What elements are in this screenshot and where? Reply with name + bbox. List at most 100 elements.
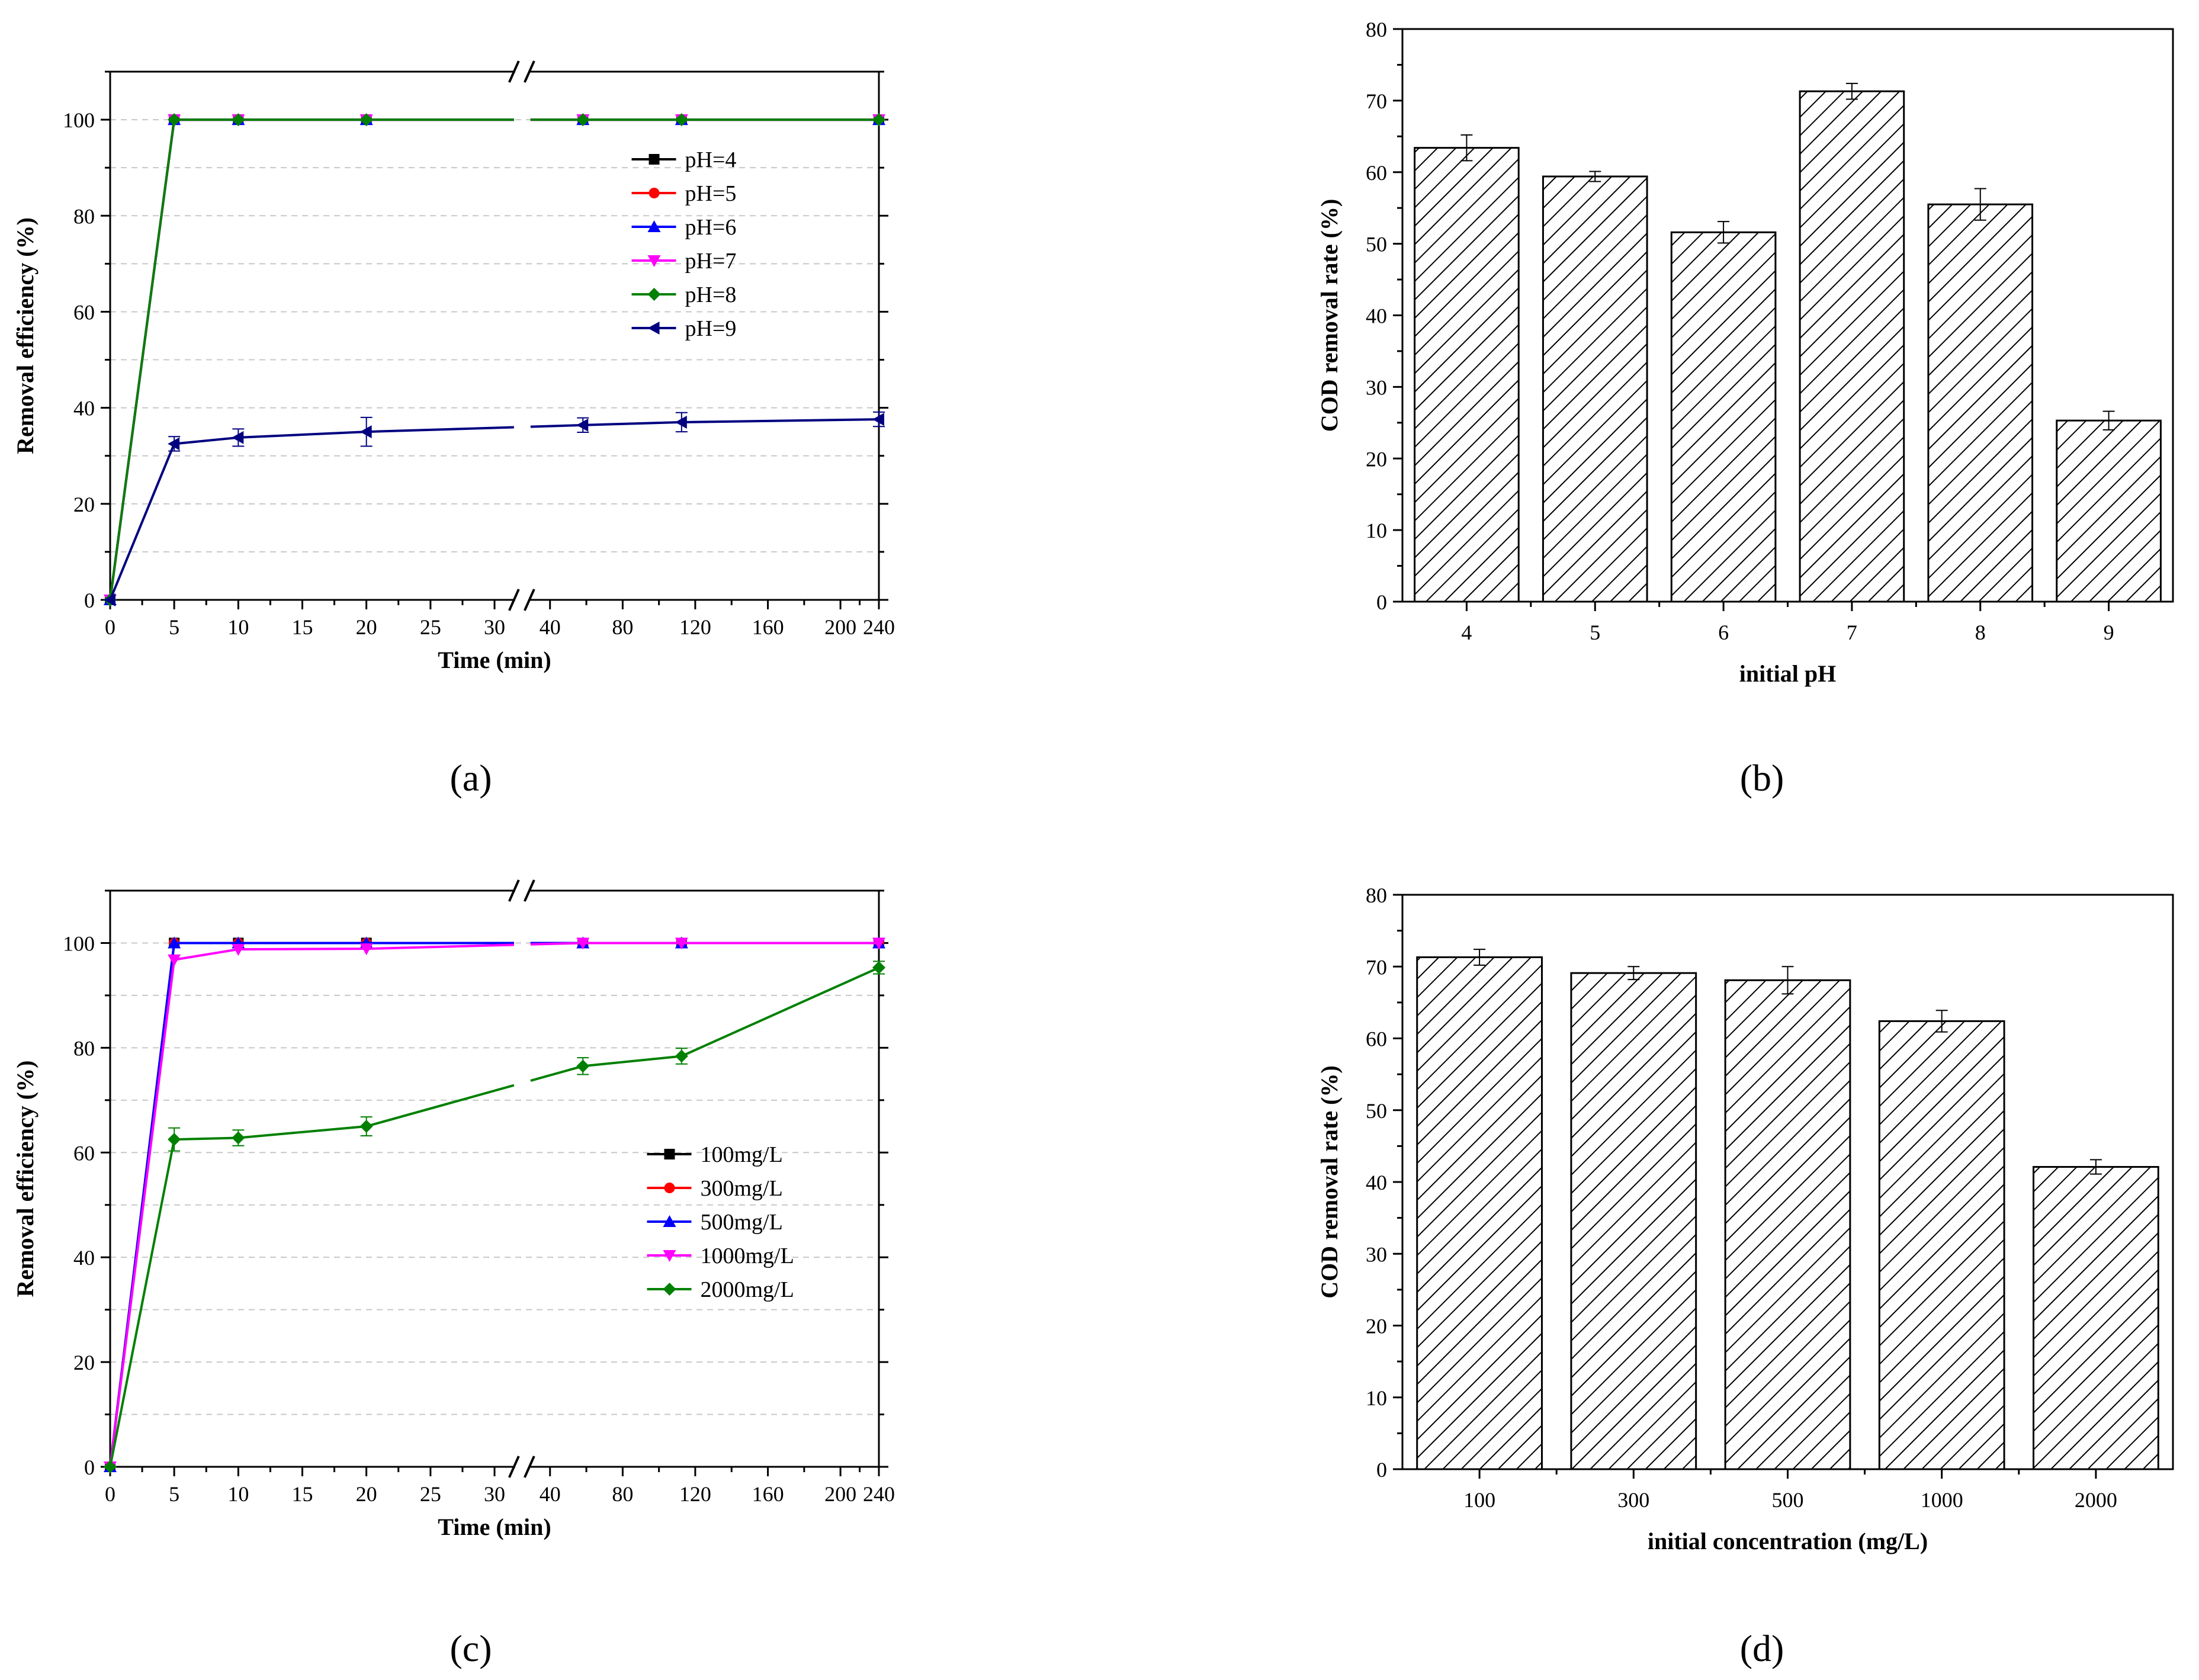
data-point-pH=9 <box>872 413 884 426</box>
chart-panel-a: 0 20 40 60 80 100 0 5 10 15 20 25 30 40 80 120 160 200 240… <box>12 60 895 673</box>
y-tick-label: 80 <box>1366 18 1387 41</box>
bar-6 <box>1670 231 1777 603</box>
chart-panel-b: 0 10 20 30 40 50 60 70 80 4 5 6 7 8 9 initial pH COD rem… <box>1316 18 2174 687</box>
x-tick-label: 30 <box>484 1482 505 1506</box>
data-point-pH=8 <box>576 113 590 127</box>
legend-marker <box>649 154 660 165</box>
y-axis-title: Removal efficiency (%) <box>12 1061 38 1297</box>
caption-a: (a) <box>450 757 492 799</box>
x-tick-label: 40 <box>540 1482 561 1506</box>
bar-5 <box>1542 175 1648 603</box>
x-tick-label: 10 <box>227 615 249 639</box>
y-tick-label: 30 <box>1366 375 1387 399</box>
chart-panel-c: 0 20 40 60 80 100 0 5 10 15 20 25 30 40 80 120 160 200 240… <box>12 879 895 1540</box>
x-tick-label: 5 <box>169 615 179 639</box>
x-tick-label: 2000 <box>2075 1488 2117 1512</box>
y-axis-title: COD removal rate (%) <box>1316 199 1343 432</box>
x-tick-label: 300 <box>1617 1488 1649 1512</box>
y-axis-title: Removal efficiency (%) <box>12 217 38 454</box>
bar-9 <box>2056 419 2162 603</box>
x-axis-title: initial concentration (mg/L) <box>1648 1528 1928 1554</box>
y-tick-label: 80 <box>1366 884 1387 907</box>
legend-marker <box>664 1183 675 1193</box>
data-point-2000mg/L <box>359 1120 373 1133</box>
series-line-2000mg/L <box>109 1084 515 1467</box>
legend-label: 2000mg/L <box>700 1277 794 1302</box>
data-point-2000mg/L <box>168 1133 181 1146</box>
y-tick-label: 20 <box>1366 1315 1387 1338</box>
data-point-pH=9 <box>168 437 180 451</box>
y-tick-label: 40 <box>73 397 95 420</box>
x-tick-label: 160 <box>752 615 784 639</box>
y-tick-label: 50 <box>1366 233 1387 256</box>
x-tick-label: 8 <box>1975 621 1986 644</box>
data-point-2000mg/L <box>576 1059 590 1073</box>
y-tick-label: 60 <box>73 1141 95 1165</box>
legend-label: pH=6 <box>685 215 737 240</box>
data-point-pH=9 <box>232 431 244 444</box>
y-tick-label: 60 <box>1366 1027 1387 1051</box>
x-tick-label: 20 <box>356 1482 377 1506</box>
x-tick-label: 4 <box>1461 621 1472 644</box>
y-axis-title: COD removal rate (%) <box>1316 1065 1343 1299</box>
y-tick-label: 0 <box>84 589 95 612</box>
bar-100 <box>1416 956 1543 1470</box>
bar-500 <box>1724 979 1851 1470</box>
series-line-1000mg/L <box>530 942 879 946</box>
data-point-1000mg/L <box>359 943 373 956</box>
bar-2000 <box>2033 1166 2159 1470</box>
legend-marker <box>663 1250 676 1262</box>
legend-label: 100mg/L <box>700 1142 782 1167</box>
x-tick-label: 1000 <box>1921 1488 1963 1512</box>
axis-break-mark <box>524 60 535 83</box>
x-tick-label: 30 <box>484 615 505 639</box>
x-tick-label: 500 <box>1772 1488 1804 1512</box>
data-point-pH=8 <box>168 113 181 127</box>
bar-300 <box>1570 972 1697 1470</box>
x-tick-label: 200 <box>824 615 856 639</box>
y-tick-label: 40 <box>1366 304 1387 328</box>
data-point-2000mg/L <box>675 1049 688 1063</box>
x-tick-label: 80 <box>612 615 633 639</box>
x-tick-label: 120 <box>679 1482 711 1506</box>
caption-b: (b) <box>1740 757 1784 799</box>
axis-break-mark <box>524 1456 535 1478</box>
series-line-pH=9 <box>530 418 879 428</box>
data-point-pH=9 <box>104 593 115 606</box>
y-tick-label: 20 <box>73 1351 95 1374</box>
x-tick-label: 240 <box>863 1482 895 1506</box>
data-point-pH=8 <box>359 113 373 127</box>
y-tick-label: 30 <box>1366 1242 1387 1266</box>
caption-c: (c) <box>450 1627 492 1669</box>
x-tick-label: 25 <box>420 1482 441 1506</box>
x-tick-label: 15 <box>292 615 313 639</box>
x-tick-label: 240 <box>863 615 895 639</box>
y-tick-label: 70 <box>1366 89 1387 113</box>
legend-marker <box>647 255 661 267</box>
data-point-1000mg/L <box>168 954 181 966</box>
legend-marker <box>663 1215 676 1227</box>
axis-break-mark <box>508 1456 520 1478</box>
y-tick-label: 50 <box>1366 1099 1387 1123</box>
data-point-pH=9 <box>675 415 687 429</box>
x-tick-label: 6 <box>1718 621 1729 644</box>
x-axis-title: Time (min) <box>438 1514 551 1540</box>
legend-label: pH=8 <box>685 282 737 307</box>
data-point-pH=8 <box>675 113 688 127</box>
x-tick-label: 0 <box>105 615 115 639</box>
legend-marker <box>647 322 660 335</box>
x-tick-label: 5 <box>1590 621 1600 644</box>
series-line-pH=9 <box>109 426 514 600</box>
y-tick-label: 80 <box>73 1036 95 1060</box>
data-point-pH=9 <box>359 425 372 439</box>
axis-break-mark <box>524 879 535 902</box>
legend-marker <box>647 288 661 301</box>
x-tick-label: 10 <box>227 1482 249 1506</box>
legend-label: 1000mg/L <box>700 1244 794 1268</box>
bar-1000 <box>1878 1020 2005 1470</box>
x-tick-label: 120 <box>679 615 711 639</box>
series-line-2000mg/L <box>530 966 879 1082</box>
y-tick-label: 40 <box>1366 1171 1387 1194</box>
data-point-500mg/L <box>168 936 181 949</box>
axis-break-mark <box>508 879 520 902</box>
